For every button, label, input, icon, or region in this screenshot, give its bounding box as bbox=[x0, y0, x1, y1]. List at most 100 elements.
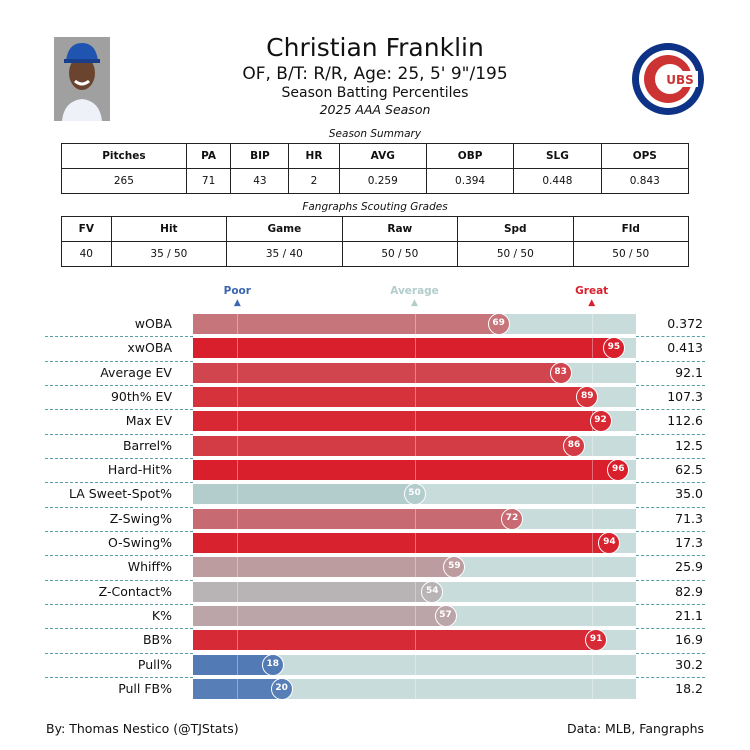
marker-gridline bbox=[591, 435, 593, 456]
row-separator bbox=[636, 506, 705, 508]
cell-value: 0.259 bbox=[338, 168, 427, 194]
row-separator bbox=[636, 433, 705, 435]
marker-gridline bbox=[237, 532, 239, 553]
column-header: Fld bbox=[572, 216, 690, 242]
row-separator bbox=[45, 579, 193, 581]
percentile-badge: 69 bbox=[487, 313, 510, 335]
marker-label-average: Average bbox=[390, 285, 439, 297]
row-separator bbox=[636, 384, 705, 386]
percentile-badge: 89 bbox=[576, 385, 599, 408]
metric-label: Z-Swing% bbox=[109, 510, 172, 526]
player-name: Christian Franklin bbox=[266, 33, 484, 62]
metric-label: Hard-Hit% bbox=[107, 461, 172, 477]
percentile-badge: 91 bbox=[585, 629, 608, 652]
percentile-badge: 96 bbox=[607, 458, 630, 481]
team-logo: UBS bbox=[632, 43, 704, 115]
metric-label: xwOBA bbox=[127, 340, 172, 356]
marker-gridline bbox=[591, 338, 593, 359]
marker-gridline bbox=[414, 386, 416, 407]
footer-credit: By: Thomas Nestico (@TJStats) bbox=[46, 721, 239, 736]
cell-value: 40 bbox=[61, 241, 112, 267]
cell-value: 0.448 bbox=[513, 168, 602, 194]
percentile-bar bbox=[193, 654, 273, 675]
scouting-caption: Fangraphs Scouting Grades bbox=[302, 201, 448, 213]
row-separator bbox=[45, 652, 193, 654]
percentile-bar bbox=[193, 435, 574, 456]
chart-subtitle: Season Batting Percentiles bbox=[281, 85, 469, 101]
metric-label: Max EV bbox=[125, 413, 172, 429]
marker-gridline bbox=[591, 508, 593, 529]
stat-value: 0.413 bbox=[667, 340, 703, 356]
marker-gridline bbox=[414, 557, 416, 578]
row-separator bbox=[45, 457, 193, 459]
marker-gridline bbox=[591, 678, 593, 699]
marker-gridline bbox=[414, 459, 416, 480]
cell-value: 43 bbox=[230, 168, 290, 194]
metric-label: Whiff% bbox=[127, 559, 172, 575]
column-header: Spd bbox=[457, 216, 574, 242]
percentile-badge: 92 bbox=[589, 410, 612, 433]
metric-label: wOBA bbox=[134, 316, 172, 331]
marker-gridline bbox=[414, 581, 416, 602]
marker-triangle-icon: ▲ bbox=[233, 298, 241, 308]
row-separator bbox=[45, 409, 193, 411]
metric-label: Z-Contact% bbox=[98, 583, 172, 599]
stat-value: 25.9 bbox=[675, 559, 703, 575]
column-header: HR bbox=[288, 143, 340, 169]
marker-gridline bbox=[237, 484, 239, 505]
marker-gridline bbox=[591, 314, 593, 334]
percentile-badge: 54 bbox=[421, 580, 444, 603]
percentile-bar bbox=[193, 557, 455, 578]
percentile-bar bbox=[193, 630, 597, 651]
stat-value: 0.372 bbox=[667, 316, 703, 331]
marker-gridline bbox=[414, 654, 416, 675]
row-separator bbox=[636, 652, 705, 654]
row-separator bbox=[45, 530, 193, 532]
marker-gridline bbox=[591, 557, 593, 578]
season-label: 2025 AAA Season bbox=[319, 102, 431, 117]
marker-gridline bbox=[237, 508, 239, 529]
marker-gridline bbox=[414, 411, 416, 432]
metric-label: Barrel% bbox=[122, 437, 172, 453]
marker-gridline bbox=[591, 362, 593, 383]
marker-gridline bbox=[237, 435, 239, 456]
stat-value: 12.5 bbox=[675, 437, 703, 453]
metric-label: Pull FB% bbox=[118, 680, 172, 696]
percentile-badge: 94 bbox=[598, 531, 621, 554]
column-header: BIP bbox=[230, 143, 290, 169]
row-separator bbox=[636, 579, 705, 581]
footer-source: Data: MLB, Fangraphs bbox=[566, 721, 704, 736]
stat-value: 82.9 bbox=[675, 583, 703, 599]
percentile-badge: 86 bbox=[562, 434, 585, 457]
player-bio: OF, B/T: R/R, Age: 25, 5' 9"/195 bbox=[242, 64, 508, 84]
column-header: FV bbox=[61, 216, 112, 242]
percentile-badge: 95 bbox=[602, 337, 625, 360]
stat-value: 16.9 bbox=[675, 632, 703, 648]
marker-gridline bbox=[414, 508, 416, 529]
row-separator bbox=[636, 482, 705, 484]
row-separator bbox=[636, 409, 705, 411]
row-separator bbox=[636, 603, 705, 605]
column-header: Hit bbox=[110, 216, 228, 242]
marker-gridline bbox=[414, 314, 416, 334]
metric-label: BB% bbox=[142, 632, 172, 648]
svg-text:UBS: UBS bbox=[666, 73, 694, 87]
marker-gridline bbox=[237, 630, 239, 651]
column-header: Pitches bbox=[61, 143, 187, 169]
row-separator bbox=[45, 360, 193, 362]
row-separator bbox=[45, 676, 193, 678]
marker-gridline bbox=[237, 678, 239, 699]
cell-value: 2 bbox=[288, 168, 340, 194]
column-header: Game bbox=[226, 216, 343, 242]
season-summary-table: Pitches PA BIP HR AVG OBP SLG OPS 265 71 43 2 0.259 0… bbox=[61, 143, 690, 194]
stat-value: 92.1 bbox=[675, 364, 703, 380]
cell-value: 0.843 bbox=[600, 168, 690, 194]
row-separator bbox=[45, 603, 193, 605]
marker-gridline bbox=[414, 338, 416, 359]
row-separator bbox=[636, 628, 705, 630]
percentile-badge: 72 bbox=[500, 507, 523, 530]
cell-value: 265 bbox=[61, 168, 187, 194]
marker-gridline bbox=[414, 678, 416, 699]
cell-value: 50 / 50 bbox=[572, 241, 690, 267]
marker-gridline bbox=[237, 386, 239, 407]
